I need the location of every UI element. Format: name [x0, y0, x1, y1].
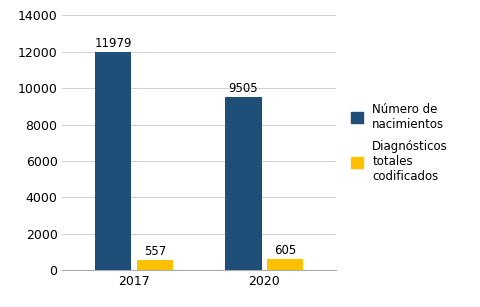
Legend: Número de
nacimientos, Diagnósticos
totales
codificados: Número de nacimientos, Diagnósticos tota…: [348, 99, 452, 187]
Text: 557: 557: [144, 245, 166, 258]
Bar: [95, 52, 132, 270]
Text: 9505: 9505: [228, 82, 258, 95]
Bar: [137, 260, 173, 270]
Bar: [267, 259, 303, 270]
Text: 605: 605: [274, 244, 296, 257]
Text: 11979: 11979: [95, 37, 132, 50]
Bar: [225, 97, 262, 270]
